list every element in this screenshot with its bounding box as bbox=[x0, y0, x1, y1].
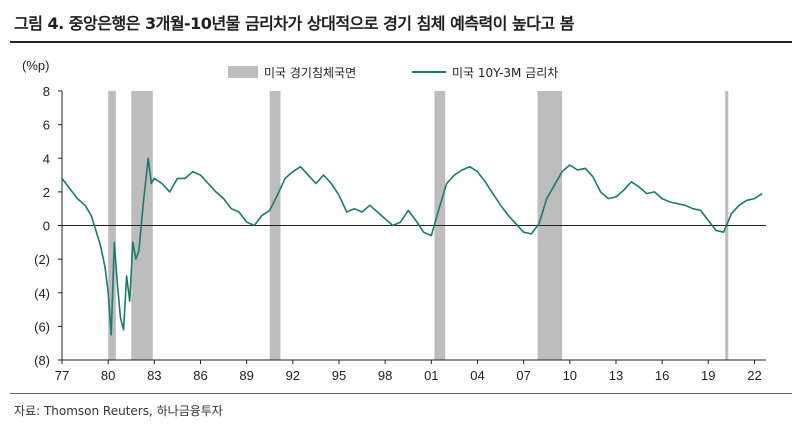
x-tick-label: 83 bbox=[147, 368, 161, 383]
x-tick-label: 19 bbox=[701, 368, 715, 383]
x-tick-label: 16 bbox=[655, 368, 669, 383]
x-tick-label: 95 bbox=[332, 368, 346, 383]
x-tick-label: 10 bbox=[563, 368, 577, 383]
legend-recession-label: 미국 경기침체국면 bbox=[264, 66, 356, 80]
legend-recession-swatch bbox=[228, 66, 258, 78]
y-tick-label: 6 bbox=[43, 118, 50, 133]
spread-series bbox=[61, 157, 763, 336]
x-tick-label: 92 bbox=[286, 368, 300, 383]
y-tick-label: (4) bbox=[34, 286, 50, 301]
x-tick-label: 98 bbox=[378, 368, 392, 383]
y-axis-unit: (%p) bbox=[22, 58, 49, 73]
y-tick-label: 4 bbox=[43, 151, 50, 166]
y-tick-label: (6) bbox=[34, 319, 50, 334]
title-rule bbox=[10, 41, 792, 43]
y-tick-label: 8 bbox=[43, 84, 50, 99]
legend-line-label: 미국 10Y-3M 금리차 bbox=[452, 66, 558, 80]
x-tick-label: 80 bbox=[101, 368, 115, 383]
y-tick-label: (2) bbox=[34, 252, 50, 267]
source-rule bbox=[10, 393, 792, 394]
chart-legend: 미국 경기침체국면 미국 10Y-3M 금리차 bbox=[228, 66, 558, 80]
x-tick-label: 22 bbox=[747, 368, 761, 383]
x-tick-label: 13 bbox=[609, 368, 623, 383]
x-tick-label: 89 bbox=[239, 368, 253, 383]
x-tick-label: 04 bbox=[470, 368, 484, 383]
y-tick-label: 0 bbox=[43, 219, 50, 234]
x-tick-label: 77 bbox=[55, 368, 69, 383]
series-line bbox=[61, 157, 763, 336]
x-tick-label: 07 bbox=[516, 368, 530, 383]
x-tick-label: 86 bbox=[193, 368, 207, 383]
source-note: 자료: Thomson Reuters, 하나금융투자 bbox=[14, 404, 223, 418]
y-tick-label: 2 bbox=[43, 185, 50, 200]
x-tick-label: 01 bbox=[424, 368, 438, 383]
figure-title: 그림 4. 중앙은행은 3개월-10년물 금리차가 상대적으로 경기 침체 예측… bbox=[14, 14, 575, 33]
y-tick-label: (8) bbox=[34, 353, 50, 368]
